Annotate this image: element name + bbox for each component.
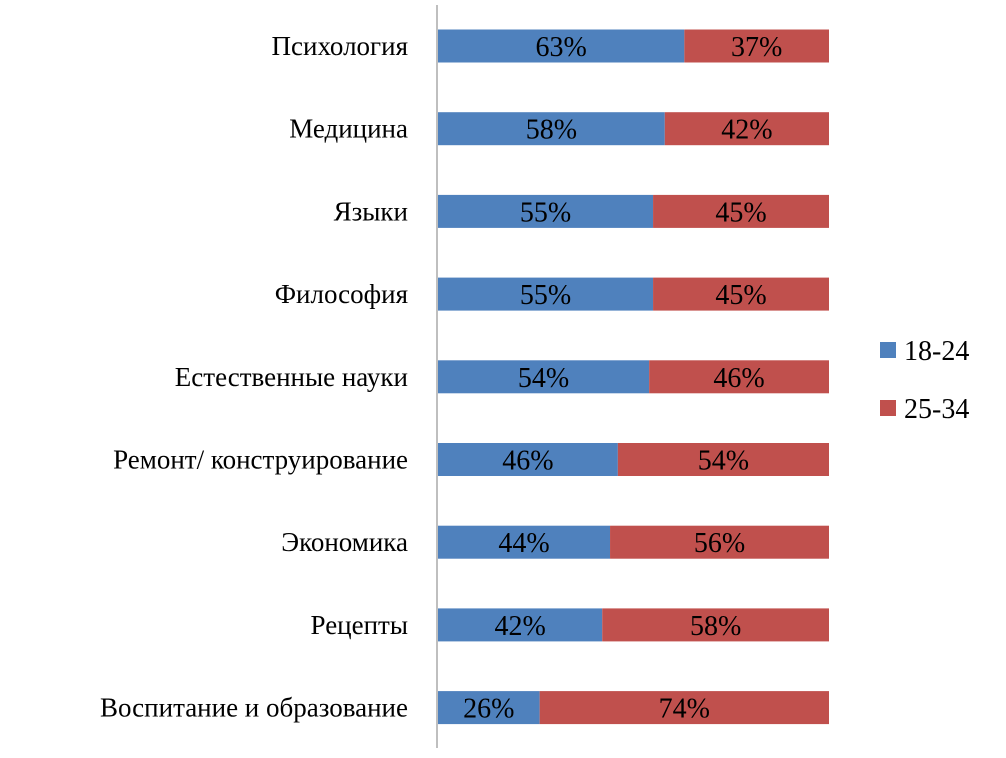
data-label: 58% [690,611,741,642]
data-label: 46% [502,446,553,477]
bar-segment-25-34 [539,691,829,725]
data-label: 56% [694,528,745,559]
bar-segment-25-34 [653,277,829,311]
bar-segment-18-24 [438,608,603,642]
bar-segment-25-34 [664,112,829,146]
bar-segment-18-24 [438,277,654,311]
bar-segment-18-24 [438,112,665,146]
bar-segment-25-34 [653,194,829,228]
bar-segment-18-24 [438,691,540,725]
category-label: Ремонт/ конструирование [113,445,408,475]
bar-segment-18-24 [438,360,650,394]
bar-segment-25-34 [684,29,829,63]
category-label: Воспитание и образование [100,693,408,723]
bar-segment-25-34 [617,443,829,476]
data-label: 63% [536,32,587,63]
data-label: 45% [715,197,766,228]
category-label: Психология [272,31,408,61]
data-label: 54% [698,446,749,477]
category-label: Рецепты [311,610,408,640]
data-label: 58% [526,115,577,146]
bar-segment-25-34 [610,525,829,559]
legend-swatch [880,400,896,416]
category-label: Медицина [289,114,408,144]
bar-segment-18-24 [438,443,618,476]
legend-label: 18-24 [904,336,969,367]
bar-segment-18-24 [438,29,685,63]
category-label: Философия [275,279,408,309]
bar-segment-25-34 [602,608,829,642]
data-label: 42% [494,611,545,642]
bar-segment-25-34 [649,360,829,394]
category-label: Естественные науки [175,362,408,392]
data-label: 46% [713,363,764,394]
data-label: 44% [498,528,549,559]
bar-segment-18-24 [438,525,611,559]
data-label: 54% [518,363,569,394]
data-label: 26% [463,694,514,725]
legend-label: 25-34 [904,394,969,425]
category-label: Экономика [281,527,408,557]
data-label: 37% [731,32,782,63]
data-label: 45% [715,280,766,311]
bar-segment-18-24 [438,194,654,228]
data-label: 74% [659,694,710,725]
data-label: 55% [520,280,571,311]
data-label: 42% [721,115,772,146]
category-label: Языки [334,196,408,226]
data-label: 55% [520,197,571,228]
legend-swatch [880,342,896,358]
